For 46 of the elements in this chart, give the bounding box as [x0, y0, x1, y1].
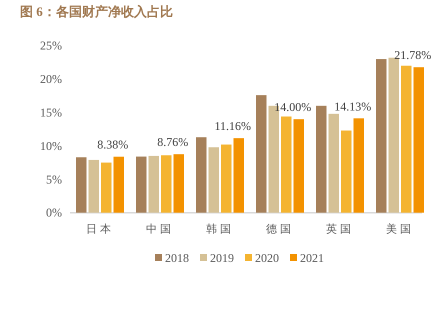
y-tick-label: 10%: [40, 138, 62, 153]
bar: [294, 119, 304, 213]
bar: [101, 162, 112, 213]
bar: [174, 154, 184, 213]
y-tick-label: 15%: [40, 106, 62, 120]
bar: [414, 67, 424, 213]
chart-title: 图 6：各国财产净收入占比: [20, 4, 173, 19]
bar: [88, 160, 99, 213]
legend-label: 2020: [255, 251, 279, 265]
x-tick-label: 英国: [326, 222, 354, 236]
bar: [136, 156, 146, 213]
bar: [376, 59, 386, 213]
x-tick-label: 中国: [146, 222, 174, 236]
bar: [114, 156, 124, 213]
bar: [316, 106, 326, 213]
y-tick-label: 25%: [40, 38, 62, 53]
bar: [388, 58, 399, 213]
legend-label: 2021: [300, 251, 324, 265]
bar: [148, 156, 159, 213]
data-label: 21.78%: [394, 48, 432, 62]
bar: [161, 155, 172, 213]
x-tick-label: 德国: [266, 224, 294, 236]
y-tick-label: 5%: [46, 172, 62, 186]
legend-label: 2019: [210, 251, 234, 265]
bar: [256, 95, 266, 213]
x-tick-label: 日本: [86, 222, 114, 236]
bar: [401, 66, 412, 213]
bar: [354, 118, 364, 213]
x-tick-label: 美国: [386, 222, 414, 236]
data-label: 14.00%: [274, 100, 312, 114]
bar: [208, 147, 219, 213]
x-tick-label: 韩国: [206, 222, 234, 236]
bar: [341, 130, 352, 213]
bar: [221, 144, 232, 213]
bar: [328, 114, 339, 213]
legend-label: 2018: [165, 251, 189, 265]
bar: [281, 116, 292, 213]
bar: [234, 138, 244, 213]
data-label: 8.38%: [97, 138, 128, 152]
bar: [76, 157, 86, 213]
bar: [196, 137, 206, 213]
y-tick-label: 20%: [40, 72, 62, 86]
data-label: 14.13%: [334, 99, 372, 114]
y-tick-label: 0%: [46, 206, 62, 220]
data-label: 11.16%: [214, 119, 252, 134]
data-label: 8.76%: [157, 135, 188, 150]
